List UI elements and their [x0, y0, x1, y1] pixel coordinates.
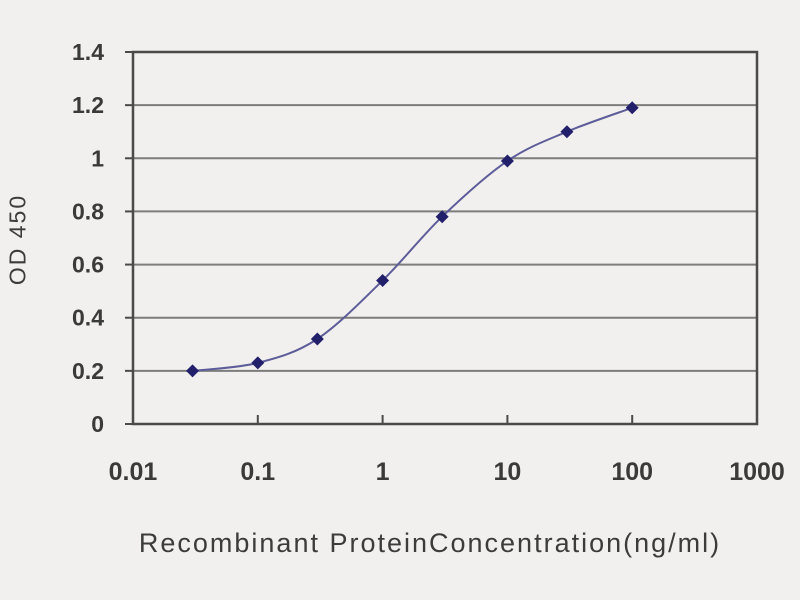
data-point — [625, 101, 639, 115]
axis-frame — [131, 50, 759, 426]
data-point — [560, 125, 574, 139]
data-point — [376, 274, 390, 288]
y-axis-title: OD 450 — [4, 193, 31, 286]
data-point — [251, 356, 265, 370]
data-point — [310, 332, 324, 346]
y-tick-label: 0 — [91, 411, 104, 437]
x-tick-label: 100 — [611, 458, 653, 486]
x-tick-label: 10 — [493, 458, 521, 486]
x-tick-label: 0.01 — [109, 458, 158, 486]
x-tick-label: 1 — [376, 458, 390, 486]
data-point — [500, 154, 514, 168]
x-axis-title: Recombinant ProteinConcentration(ng/ml) — [138, 528, 722, 558]
data-point — [186, 364, 200, 378]
series-line — [192, 106, 633, 372]
y-tick-label: 0.6 — [72, 252, 104, 278]
x-tick-label: 1000 — [729, 458, 785, 486]
y-tick-label: 1.4 — [72, 39, 104, 65]
y-tick-label: 1 — [91, 145, 104, 171]
y-tick-label: 0.8 — [72, 198, 104, 224]
x-tick-label: 0.1 — [240, 458, 275, 486]
y-tick-label: 1.2 — [72, 92, 104, 118]
y-tick-label: 0.2 — [72, 358, 104, 384]
data-point — [435, 210, 449, 224]
y-tick-label: 0.4 — [72, 305, 104, 331]
